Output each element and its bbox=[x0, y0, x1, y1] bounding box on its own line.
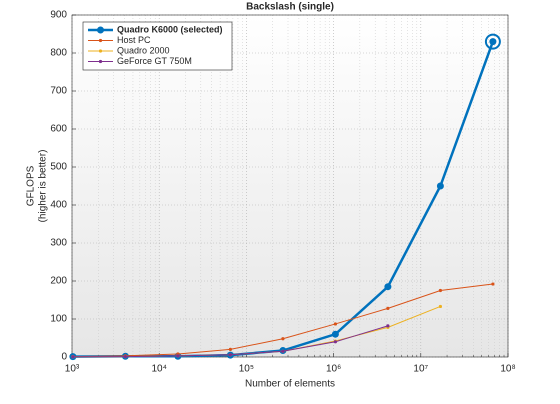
data-point bbox=[281, 349, 285, 353]
data-point bbox=[386, 324, 390, 328]
legend-label: Quadro 2000 bbox=[117, 45, 170, 55]
data-point bbox=[281, 337, 285, 341]
x-axis-label: Number of elements bbox=[245, 379, 335, 390]
legend-marker bbox=[98, 49, 103, 53]
legend-label: Host PC bbox=[117, 35, 151, 45]
y-tick-label: 200 bbox=[50, 276, 67, 287]
x-tick-label: 10³ bbox=[65, 364, 80, 375]
plot-area bbox=[72, 15, 508, 357]
x-tick-label: 10⁶ bbox=[326, 364, 341, 375]
y-axis-label: (higher is better) bbox=[38, 150, 49, 223]
y-axis-label: GFLOPS bbox=[26, 165, 37, 206]
x-tick-label: 10⁷ bbox=[413, 364, 428, 375]
data-point bbox=[436, 182, 444, 190]
chart-title: Backslash (single) bbox=[246, 2, 334, 13]
y-tick-label: 800 bbox=[50, 48, 67, 59]
y-tick-label: 100 bbox=[50, 314, 67, 325]
data-point bbox=[71, 355, 75, 359]
legend-marker bbox=[98, 38, 103, 43]
x-tick-label: 10⁸ bbox=[500, 364, 515, 375]
data-point bbox=[384, 283, 392, 291]
data-point bbox=[386, 306, 390, 310]
y-tick-label: 400 bbox=[50, 200, 67, 211]
y-tick-label: 0 bbox=[61, 352, 67, 363]
legend-marker bbox=[98, 59, 103, 64]
y-tick-label: 700 bbox=[50, 86, 67, 97]
y-tick-label: 900 bbox=[50, 10, 67, 21]
data-point bbox=[228, 347, 232, 351]
x-tick-label: 10⁴ bbox=[151, 364, 166, 375]
data-point bbox=[333, 340, 337, 344]
legend-label: GeForce GT 750M bbox=[117, 56, 192, 66]
legend-label: Quadro K6000 (selected) bbox=[117, 24, 223, 34]
data-point bbox=[491, 282, 495, 286]
axes-box bbox=[71, 14, 509, 358]
data-point bbox=[331, 330, 339, 338]
y-tick-label: 600 bbox=[50, 124, 67, 135]
data-point bbox=[228, 353, 232, 357]
data-point bbox=[489, 38, 497, 46]
data-point bbox=[438, 304, 442, 309]
data-point bbox=[123, 355, 127, 359]
y-tick-label: 500 bbox=[50, 162, 67, 173]
x-tick-label: 10⁵ bbox=[239, 364, 254, 375]
data-point bbox=[333, 322, 337, 326]
selected-highlight bbox=[484, 33, 501, 50]
data-point bbox=[176, 354, 180, 358]
legend-marker bbox=[97, 26, 104, 34]
y-tick-label: 300 bbox=[50, 238, 67, 249]
data-point bbox=[438, 288, 442, 293]
